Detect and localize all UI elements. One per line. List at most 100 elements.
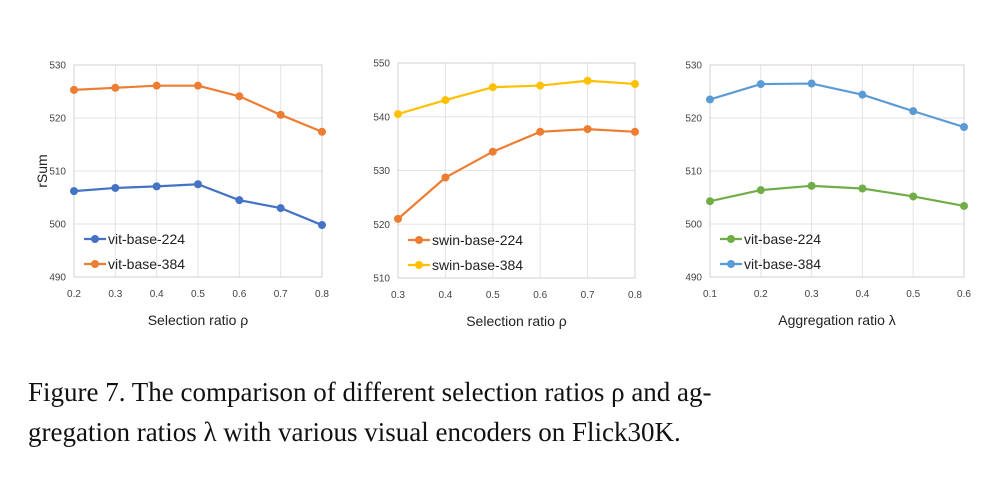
data-point [488, 147, 497, 156]
data-point [276, 204, 285, 213]
legend-label: vit-base-224 [108, 231, 185, 247]
chart-panel-aggregation-vit: 490 500 510 520 530 0.1 0.2 0.3 0.4 0.5 0.6 Aggrega… [658, 40, 978, 340]
x-axis-title: Aggregation ratio λ [778, 312, 896, 328]
data-point [394, 110, 402, 119]
data-point [318, 221, 326, 230]
data-point [706, 95, 714, 104]
chart-panel-selection-swin: 510 520 530 540 550 0.3 0.4 0.5 0.6 0.7 0.8 Selecti… [345, 40, 665, 340]
x-tick-label: 0.5 [486, 290, 500, 301]
data-point [706, 197, 714, 206]
data-point [756, 80, 765, 89]
y-tick-label: 520 [373, 220, 390, 231]
y-tick-label: 500 [685, 220, 702, 231]
data-point [756, 186, 765, 195]
series-line [709, 184, 965, 208]
chart-svg-selection-swin: 510 520 530 540 550 0.3 0.4 0.5 0.6 0.7 0.8 Selecti… [373, 59, 642, 330]
data-point [194, 180, 202, 189]
legend-marker [727, 235, 735, 243]
data-point [276, 110, 285, 119]
x-tick-label: 0.8 [315, 289, 329, 300]
y-tick-label: 510 [685, 167, 702, 178]
legend-label: vit-base-224 [744, 231, 821, 247]
chart-svg-aggregation-vit: 490 500 510 520 530 0.1 0.2 0.3 0.4 0.5 0.6 Aggrega… [685, 61, 971, 329]
data-point [394, 214, 402, 223]
series-line [709, 82, 965, 129]
data-point [488, 83, 497, 92]
data-point [235, 196, 244, 205]
caption-line: Figure 7. The comparison of different se… [28, 377, 712, 407]
data-point [318, 127, 326, 136]
data-point [909, 107, 918, 116]
x-tick-label: 0.3 [391, 290, 405, 301]
data-point [441, 173, 450, 182]
y-axis-title: rSum [34, 154, 50, 187]
data-point [858, 90, 867, 99]
y-tick-label: 510 [49, 167, 66, 178]
y-tick-label: 530 [373, 166, 390, 177]
x-axis-title: Selection ratio ρ [466, 313, 567, 329]
y-tick-label: 530 [49, 61, 66, 72]
y-tick-label: 550 [373, 59, 390, 70]
x-tick-label: 0.7 [274, 289, 288, 300]
data-point [583, 125, 592, 134]
x-tick-label: 0.7 [581, 290, 595, 301]
x-tick-label: 0.3 [108, 289, 122, 300]
data-point [111, 183, 120, 192]
y-tick-label: 490 [49, 273, 66, 284]
legend-label: swin-base-224 [432, 232, 523, 248]
legend-marker [727, 260, 735, 268]
legend-marker [415, 261, 423, 269]
x-tick-label: 0.1 [703, 289, 717, 300]
data-point [152, 81, 161, 90]
data-point [960, 201, 968, 210]
data-point [194, 81, 202, 90]
series-line [397, 128, 636, 220]
x-tick-label: 0.8 [628, 290, 642, 301]
data-point [70, 187, 78, 196]
data-point [960, 123, 968, 132]
legend-marker [91, 260, 99, 268]
x-tick-label: 0.2 [754, 289, 768, 300]
data-point [111, 83, 120, 92]
plot-frame [73, 64, 323, 278]
y-tick-label: 490 [685, 273, 702, 284]
data-point [631, 79, 639, 88]
x-tick-label: 0.6 [533, 290, 547, 301]
data-point [807, 79, 816, 88]
legend-label: vit-base-384 [108, 256, 185, 272]
y-tick-label: 520 [685, 114, 702, 125]
chart-panel-selection-vit: 490 500 510 520 530 0.2 0.3 0.4 0.5 0.6 0.7 0.8 Sele… [20, 40, 340, 340]
legend-marker [415, 236, 423, 244]
chart-svg-selection-vit: 490 500 510 520 530 0.2 0.3 0.4 0.5 0.6 0.7 0.8 Sele… [34, 61, 329, 329]
x-axis-title: Selection ratio ρ [148, 312, 249, 328]
figure-caption: Figure 7. The comparison of different se… [28, 372, 978, 452]
data-point [536, 81, 545, 90]
y-tick-label: 510 [373, 274, 390, 285]
data-point [807, 181, 816, 190]
y-tick-label: 530 [685, 61, 702, 72]
y-tick-label: 500 [49, 220, 66, 231]
x-tick-label: 0.4 [438, 290, 452, 301]
x-tick-label: 0.4 [855, 289, 869, 300]
data-point [441, 96, 450, 105]
plot-frame [397, 62, 636, 279]
data-point [152, 182, 161, 191]
legend-marker [91, 235, 99, 243]
data-point [536, 127, 545, 136]
plot-frame [709, 64, 965, 278]
data-point [909, 192, 918, 201]
x-tick-label: 0.4 [150, 289, 164, 300]
x-tick-label: 0.3 [805, 289, 819, 300]
data-point [70, 85, 78, 94]
x-tick-label: 0.6 [232, 289, 246, 300]
data-point [631, 127, 639, 136]
x-tick-label: 0.6 [957, 289, 971, 300]
series-line [397, 79, 636, 116]
caption-line: gregation ratios λ with various visual e… [28, 417, 681, 447]
data-point [583, 76, 592, 85]
data-point [858, 184, 867, 193]
y-tick-label: 520 [49, 114, 66, 125]
x-tick-label: 0.5 [191, 289, 205, 300]
legend-label: vit-base-384 [744, 256, 821, 272]
